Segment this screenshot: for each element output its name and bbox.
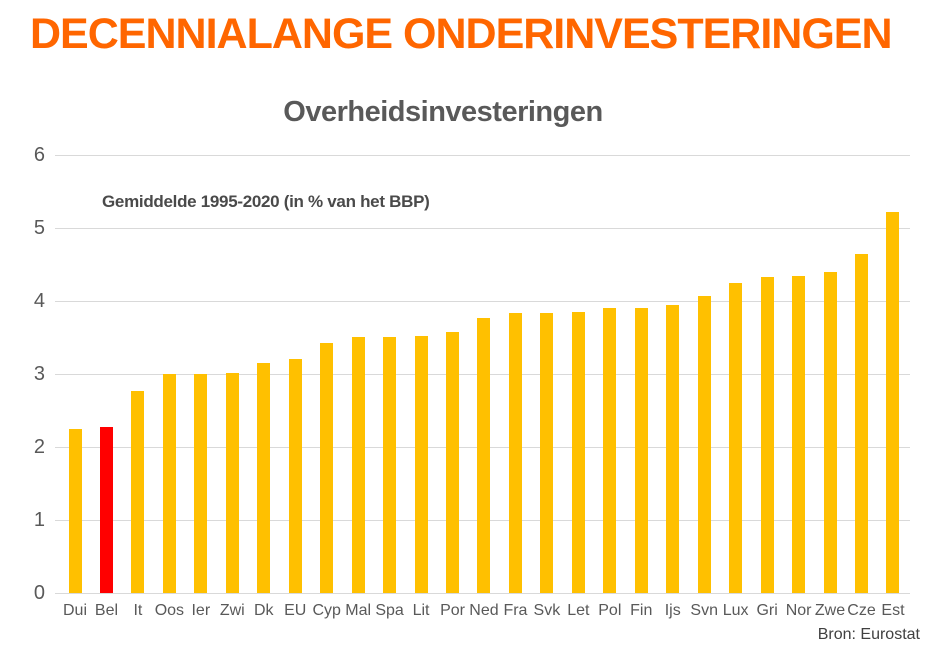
x-axis-label-cyp: Cyp [312, 602, 341, 619]
x-axis-label-nor: Nor [785, 602, 812, 619]
x-axis-label-est: Est [881, 602, 905, 619]
x-axis-label-fra: Fra [503, 602, 528, 619]
x-axis-label-bel: Bel [94, 602, 119, 619]
bar-zwi [225, 373, 239, 593]
bar-lux [729, 282, 743, 593]
bar-eu [288, 359, 302, 593]
x-axis-label-lux: Lux [722, 602, 749, 619]
x-axis-label-spa: Spa [375, 602, 404, 619]
gridline-y-6 [55, 154, 910, 156]
bar-fra [508, 313, 522, 593]
bar-fin [634, 307, 648, 593]
x-axis-label-gri: Gri [756, 602, 778, 619]
plot-area: 0 1 2 3 4 5 6 Dui Bel It Oos Ier Zwi Dk EU Cyp Mal Spa Lit… [34, 144, 910, 619]
y-axis-tick-2: 2 [33, 436, 45, 458]
x-axis-label-cze: Cze [847, 602, 876, 619]
gridline-y-0 [55, 592, 910, 594]
x-axis-label-dui: Dui [62, 602, 87, 619]
x-axis-label-svn: Svn [690, 602, 718, 619]
gridline-y-5 [55, 227, 910, 229]
bar-por [446, 331, 460, 593]
x-axis-label-it: It [133, 602, 143, 619]
bar-it [131, 390, 145, 593]
source-credit: Bron: Eurostat [817, 626, 920, 643]
bar-mal [351, 336, 365, 593]
y-axis-tick-1: 1 [33, 509, 45, 531]
bar-lit [414, 336, 428, 593]
gridline-y-4 [55, 300, 910, 302]
x-axis-label-mal: Mal [345, 602, 372, 619]
y-axis-tick-3: 3 [33, 363, 45, 385]
bar-bel [99, 426, 113, 593]
bar-spa [383, 336, 397, 593]
bar-ijs [666, 305, 680, 593]
y-axis-tick-5: 5 [33, 217, 45, 239]
bar-dk [257, 363, 271, 593]
x-axis-label-zwi: Zwi [219, 602, 245, 619]
page-title: DECENNIALANGE ONDERINVESTERINGEN [30, 10, 893, 58]
bar-pol [603, 307, 617, 593]
y-axis-tick-6: 6 [33, 144, 45, 166]
x-axis-label-let: Let [567, 602, 590, 619]
bar-cyp [320, 343, 334, 593]
x-axis-label-por: Por [440, 602, 465, 619]
x-axis-label-zwe: Zwe [814, 602, 846, 619]
bar-zwe [823, 271, 837, 593]
x-axis-label-fin: Fin [630, 602, 653, 619]
bar-ned [477, 317, 491, 593]
bar-let [571, 311, 585, 593]
bar-svk [540, 312, 554, 593]
x-axis-label-ned: Ned [469, 602, 499, 619]
x-axis-label-lit: Lit [412, 602, 430, 619]
bar-oos [162, 374, 176, 593]
bar-ier [194, 374, 208, 593]
chart-annotation: Gemiddelde 1995-2020 (in % van het BBP) [102, 192, 430, 211]
x-axis-label-oos: Oos [154, 602, 185, 619]
x-axis-label-dk: Dk [253, 602, 274, 619]
x-axis-label-eu: EU [284, 602, 307, 619]
bar-dui [68, 428, 82, 593]
x-axis-label-svk: Svk [533, 602, 561, 619]
y-axis-tick-4: 4 [33, 290, 45, 312]
bar-svn [697, 295, 711, 593]
bar-gri [760, 276, 774, 593]
x-axis-label-ier: Ier [191, 602, 211, 619]
bar-nor [792, 276, 806, 593]
chart-title: Overheidsinvesteringen [283, 96, 603, 128]
x-axis-label-ijs: Ijs [664, 602, 681, 619]
x-axis-label-pol: Pol [598, 602, 622, 619]
y-axis-tick-0: 0 [33, 582, 45, 604]
bar-est [886, 211, 900, 593]
bar-cze [855, 253, 868, 593]
